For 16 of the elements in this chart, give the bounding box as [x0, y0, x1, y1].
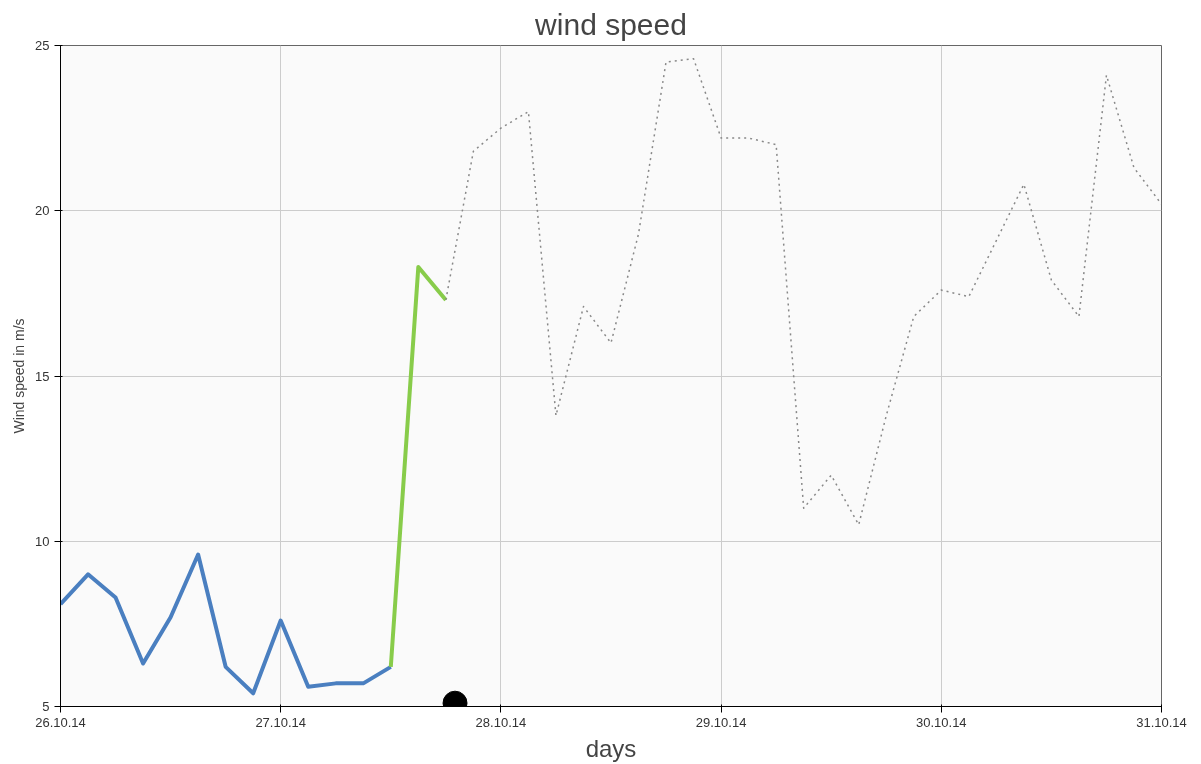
y-tick-label: 25	[35, 38, 50, 53]
line-series	[445, 57, 1162, 526]
x-tick-label: 28.10.14	[475, 714, 527, 730]
x-tick-label: 31.10.14	[1136, 714, 1187, 730]
y-tick-label: 10	[35, 533, 50, 549]
line-series	[60, 552, 393, 696]
y-axis-title: Wind speed in m/s	[11, 318, 28, 434]
chart-title: wind speed	[534, 7, 687, 41]
y-tick-label: 15	[35, 368, 50, 384]
y-tick-label: 5	[42, 699, 50, 714]
y-tick-label: 20	[35, 203, 50, 219]
x-tick-label: 29.10.14	[695, 714, 747, 730]
x-tick-label: 27.10.14	[255, 714, 307, 730]
x-axis-title: days	[585, 734, 637, 762]
x-tick-label: 30.10.14	[916, 714, 967, 730]
x-tick-label: 26.10.14	[35, 714, 86, 730]
